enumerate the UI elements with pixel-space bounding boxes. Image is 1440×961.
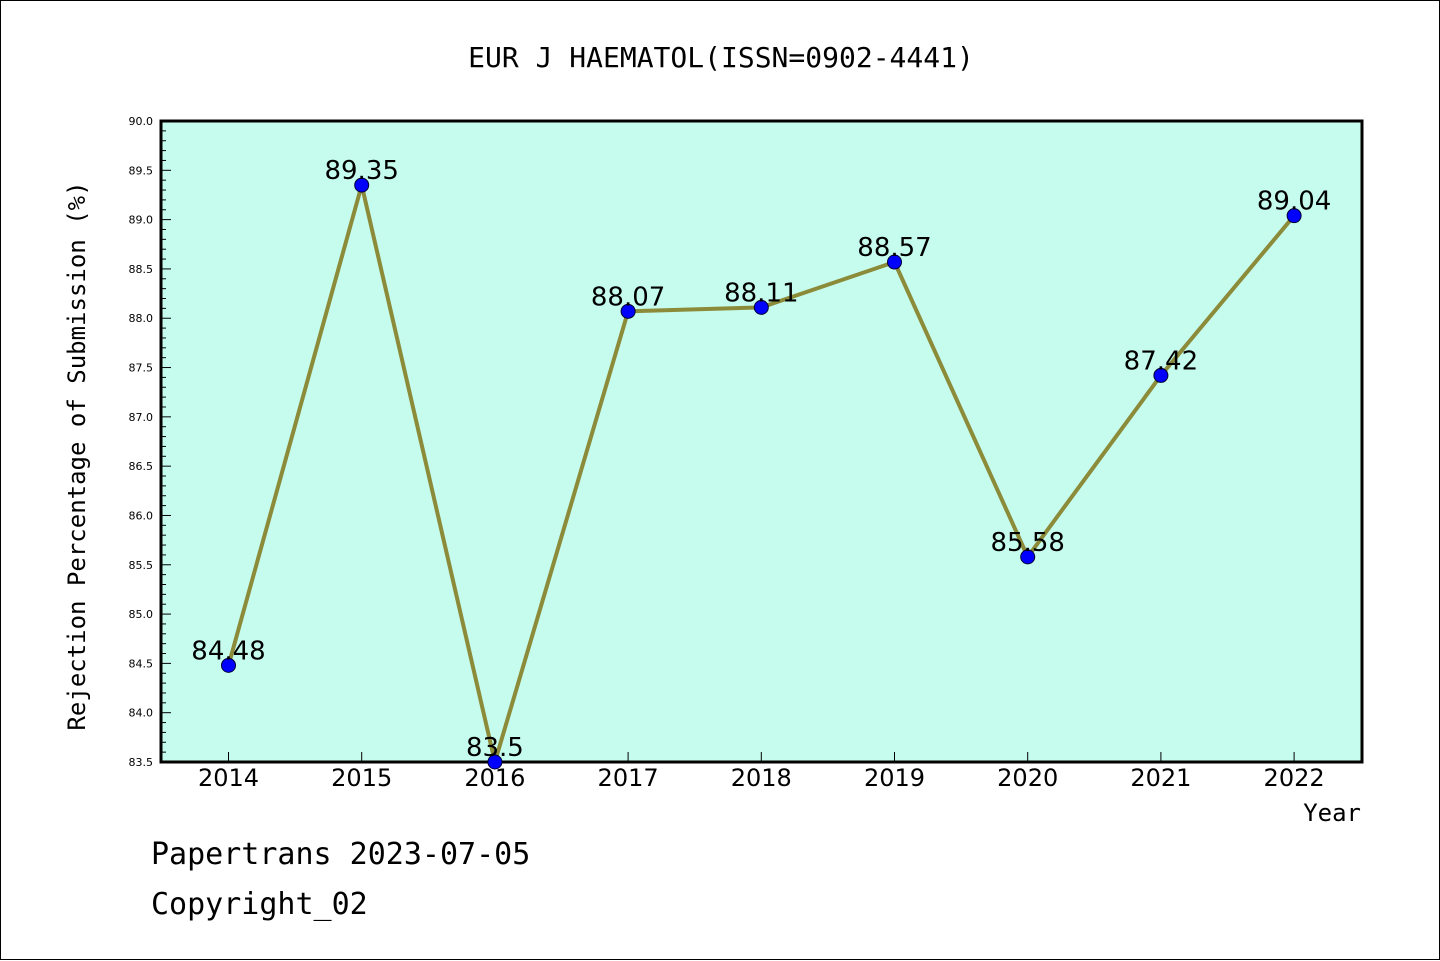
x-tick-label: 2020	[997, 764, 1058, 792]
data-label: 83.5	[466, 733, 524, 763]
y-tick-label: 87.0	[129, 411, 154, 424]
y-tick-label: 89.5	[129, 164, 154, 177]
chart-title: EUR J HAEMATOL(ISSN=0902-4441)	[468, 41, 974, 74]
y-tick-label: 88.0	[129, 312, 154, 325]
x-tick-label: 2019	[864, 764, 925, 792]
y-axis: 83.5 84.0 84.5 85.0 85.5 86.0 86.5 87.0 87.5 88.0…	[129, 115, 171, 769]
data-label: 89.35	[324, 156, 398, 186]
data-labels-group: 84.48 89.35 83.5 88.07 88.11 88.57 85.58 87.42 8…	[191, 156, 1331, 763]
y-tick-label: 87.5	[129, 362, 154, 375]
data-label: 88.07	[591, 282, 665, 312]
data-point	[1020, 549, 1036, 565]
x-axis-label: Year	[1303, 799, 1361, 827]
data-point	[753, 299, 769, 315]
data-point	[887, 254, 902, 270]
data-point	[487, 754, 503, 770]
x-tick-label: 2015	[331, 764, 392, 792]
x-axis: 2014 2015 2016 2017 2018 2019 2020 2021 2022	[198, 752, 1325, 792]
y-tick-label: 86.5	[129, 460, 154, 473]
data-point	[221, 657, 236, 673]
y-tick-label: 83.5	[129, 756, 154, 769]
data-point	[354, 177, 370, 193]
footer-credit: Papertrans 2023-07-05	[151, 837, 531, 872]
x-tick-label: 2021	[1130, 764, 1191, 792]
x-tick-label: 2014	[198, 764, 259, 792]
x-tick-label: 2018	[731, 764, 792, 792]
data-label: 85.58	[990, 528, 1064, 558]
x-tick-label: 2022	[1264, 764, 1325, 792]
x-tick-label: 2017	[598, 764, 659, 792]
series-line-group	[221, 177, 1302, 770]
data-point	[620, 303, 636, 319]
data-label: 87.42	[1124, 346, 1198, 376]
y-tick-label: 84.5	[129, 657, 154, 670]
footer-copyright: Copyright_02	[151, 887, 368, 922]
y-tick-label: 86.0	[129, 509, 154, 522]
y-tick-label: 85.5	[129, 559, 154, 572]
y-axis-label: Rejection Percentage of Submission (%)	[63, 181, 91, 730]
y-tick-label: 88.5	[129, 263, 154, 276]
data-label: 84.48	[191, 636, 265, 666]
data-label: 88.11	[724, 278, 798, 308]
data-point	[1153, 367, 1169, 383]
y-tick-label: 84.0	[129, 707, 154, 720]
data-point	[1286, 208, 1302, 224]
y-tick-label: 89.0	[129, 214, 154, 227]
y-tick-label: 85.0	[129, 608, 154, 621]
data-label: 89.04	[1257, 187, 1331, 217]
y-tick-label: 90.0	[129, 115, 154, 128]
data-label: 88.57	[857, 233, 931, 263]
plot-area	[159, 119, 1364, 764]
